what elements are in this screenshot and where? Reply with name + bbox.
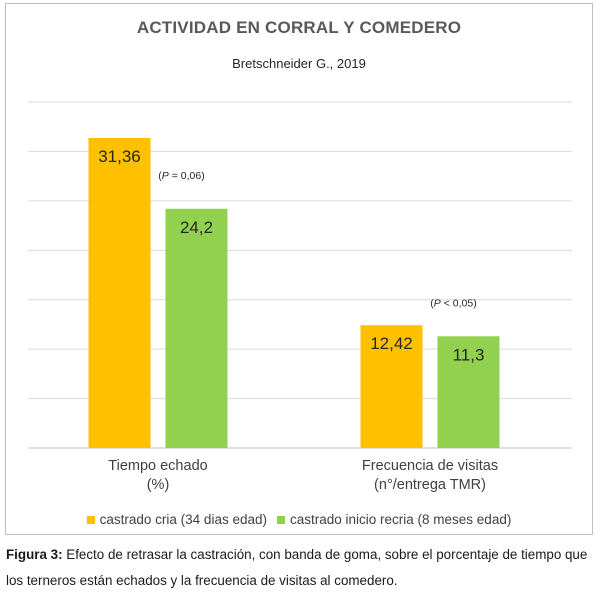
- data-label: 31,36: [98, 147, 141, 166]
- x-tick-label: (n°/entrega TMR): [374, 477, 486, 493]
- significance-annotation: (P = 0,06): [158, 170, 204, 182]
- bar-castrado-inicio-recria: [165, 208, 228, 448]
- legend-swatch: [276, 515, 285, 524]
- x-tick-label: Frecuencia de visitas: [362, 458, 498, 474]
- legend-item: castrado cria (34 dias edad): [86, 512, 267, 527]
- bar-castrado-inicio-recria: [437, 336, 500, 448]
- figure-caption: Figura 3: Efecto de retrasar la castraci…: [6, 542, 596, 594]
- data-label: 24,2: [180, 218, 213, 237]
- chart-title: ACTIVIDAD EN CORRAL Y COMEDERO: [136, 18, 462, 37]
- legend-item: castrado inicio recria (8 meses edad): [276, 512, 512, 527]
- legend-swatch: [86, 515, 95, 524]
- data-label: 11,3: [453, 345, 485, 364]
- bar-chart: 31,36 24,2 Tiempo echado (%) 12,42 11,3 Frecue…: [28, 101, 572, 493]
- chart-subtitle: Bretschneider G., 2019: [232, 56, 366, 71]
- chart-frame: ACTIVIDAD EN CORRAL Y COMEDERO Bretschne…: [5, 3, 593, 535]
- chart-legend: castrado cria (34 dias edad) castrado ini…: [6, 512, 592, 527]
- data-label: 12,42: [370, 334, 413, 353]
- caption-label: Figura 3:: [6, 547, 63, 562]
- caption-text: Efecto de retrasar la castración, con ba…: [6, 547, 588, 588]
- significance-annotation: (P < 0,05): [430, 297, 476, 309]
- x-tick-label: (%): [147, 477, 170, 493]
- legend-label: castrado inicio recria (8 meses edad): [289, 512, 512, 527]
- legend-label: castrado cria (34 dias edad): [99, 512, 267, 527]
- bar-castrado-cria: [360, 325, 423, 448]
- bar-castrado-cria: [88, 137, 151, 448]
- x-tick-label: Tiempo echado: [108, 458, 207, 474]
